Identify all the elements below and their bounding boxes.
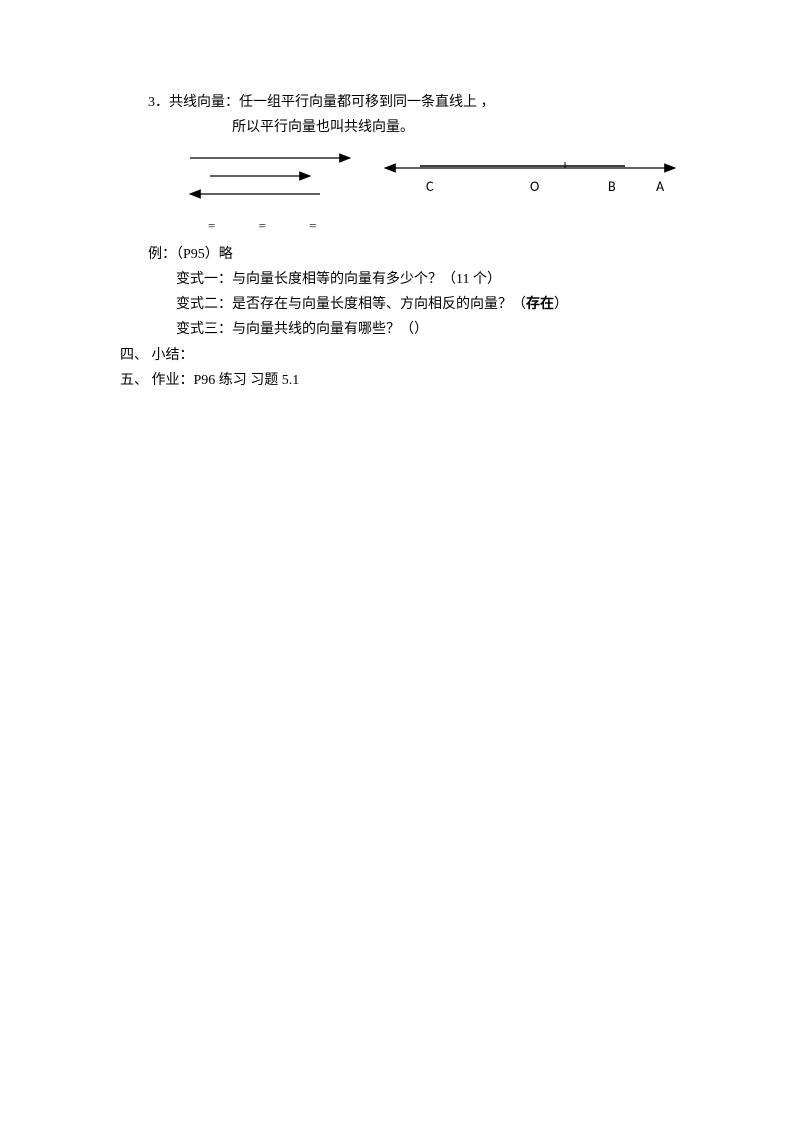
parallel-arrows-diagram: [120, 150, 360, 204]
section-3-heading: 3．共线向量：任一组平行向量都可移到同一条直线上 ，: [120, 90, 680, 115]
variant-2-answer: 存在: [526, 297, 554, 312]
number-line-diagram: C O B A: [380, 150, 680, 210]
section-5: 五、 作业：P96 练习 习题 5.1: [120, 368, 680, 393]
label-a: A: [656, 174, 664, 199]
diagram-row: C O B A: [120, 150, 680, 210]
label-b: B: [608, 174, 616, 199]
equals-row: = = =: [120, 214, 680, 237]
label-o: O: [530, 174, 539, 199]
section-3-line2: 所以平行向量也叫共线向量。: [120, 115, 680, 140]
variant-2: 变式二：是否存在与向量长度相等、方向相反的向量？（存在）: [120, 292, 680, 317]
example-heading: 例：（P95）略: [120, 242, 680, 267]
variant-2-close: ）: [554, 297, 568, 312]
variant-1-close: ）: [487, 272, 501, 287]
variant-3: 变式三：与向量共线的向量有哪些？（）: [120, 317, 680, 342]
arrows-svg: [180, 150, 360, 204]
variant-2-text: 变式二：是否存在与向量长度相等、方向相反的向量？（: [176, 297, 526, 312]
label-c: C: [426, 174, 433, 199]
variant-1: 变式一：与向量长度相等的向量有多少个？（11 个）: [120, 267, 680, 292]
variant-1-answer: 11 个: [456, 272, 487, 287]
section-4: 四、 小结：: [120, 343, 680, 368]
document-content: 3．共线向量：任一组平行向量都可移到同一条直线上 ， 所以平行向量也叫共线向量。: [120, 90, 680, 393]
variant-1-text: 变式一：与向量长度相等的向量有多少个？（: [176, 272, 456, 287]
